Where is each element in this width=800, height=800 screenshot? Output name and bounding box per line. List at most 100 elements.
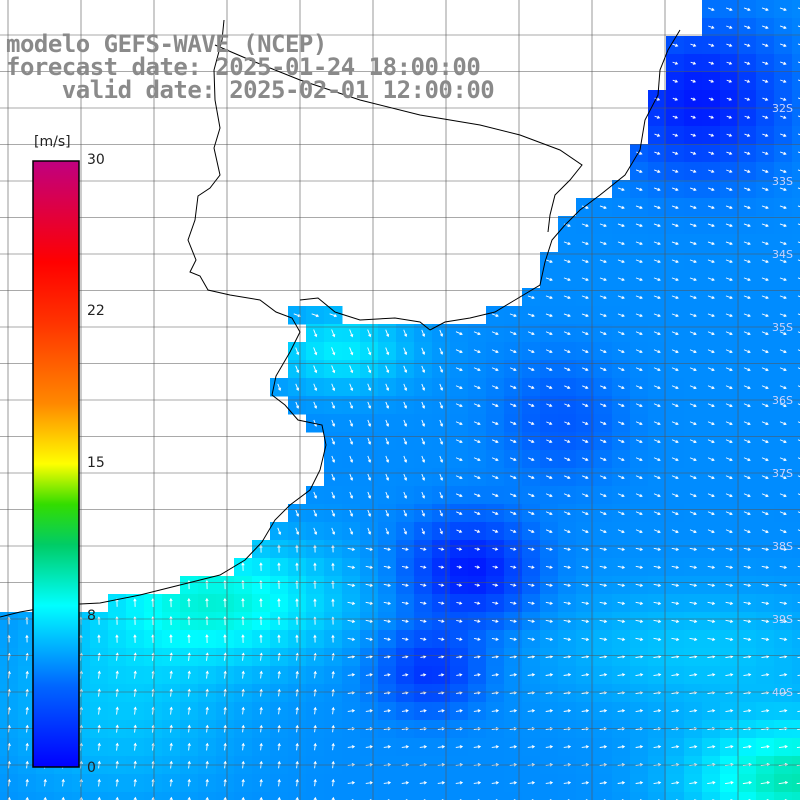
wind-arrow-head xyxy=(459,403,463,408)
wind-arrow xyxy=(581,583,589,587)
wind-arrow xyxy=(456,619,462,623)
wind-arrow xyxy=(653,529,661,533)
wind-arrow xyxy=(617,619,625,623)
wind-arrow-head xyxy=(459,601,463,605)
wind-arrow xyxy=(761,25,769,29)
wind-arrow-head xyxy=(477,511,481,515)
wind-arrow-head xyxy=(205,652,209,656)
wind-arrow xyxy=(224,653,226,661)
wind-arrow xyxy=(797,133,800,136)
wind-arrow-head xyxy=(259,634,263,638)
wind-arrow-head xyxy=(459,493,463,498)
wind-arrow xyxy=(635,367,643,371)
wind-arrow-head xyxy=(404,333,408,338)
wind-arrow-head xyxy=(495,457,499,462)
wind-arrow-head xyxy=(622,655,626,659)
wind-arrow-head xyxy=(79,652,83,656)
wind-arrow xyxy=(779,43,787,47)
wind-arrow xyxy=(761,385,769,389)
wind-arrow-head xyxy=(314,369,318,374)
wind-arrow xyxy=(492,511,498,515)
wind-arrow xyxy=(617,205,625,209)
wind-arrow-head xyxy=(640,655,644,659)
wind-arrow xyxy=(473,439,481,443)
wind-arrow-head xyxy=(783,79,787,83)
coastline xyxy=(0,19,681,618)
wind-arrow xyxy=(780,97,786,101)
wind-arrow-head xyxy=(729,619,734,623)
wind-arrow xyxy=(26,707,28,715)
wind-arrow xyxy=(779,7,787,11)
wind-arrow xyxy=(725,439,733,443)
wind-arrow-head xyxy=(711,457,715,462)
wind-arrow-head xyxy=(367,423,372,427)
wind-arrow-head xyxy=(747,331,751,336)
ocean-cell xyxy=(594,792,613,800)
wind-arrow-head xyxy=(259,706,263,711)
wind-arrow-head xyxy=(621,511,625,516)
wind-arrow xyxy=(744,133,750,137)
wind-arrow xyxy=(277,383,281,391)
colorbar-unit: [m/s] xyxy=(34,134,71,150)
wind-arrow-head xyxy=(477,367,481,372)
wind-arrow xyxy=(743,349,751,353)
wind-arrow xyxy=(671,547,679,551)
wind-arrow-head xyxy=(241,652,245,656)
wind-arrow-head xyxy=(567,457,571,461)
wind-arrow-head xyxy=(79,706,83,710)
wind-arrow xyxy=(170,707,172,715)
wind-arrow-head xyxy=(423,673,427,677)
wind-arrow xyxy=(617,385,625,389)
wind-arrow xyxy=(295,365,299,373)
wind-arrow xyxy=(474,511,480,515)
wind-arrow-head xyxy=(350,333,354,338)
wind-arrow-head xyxy=(621,637,626,641)
wind-arrow-head xyxy=(658,637,662,641)
wind-arrow-head xyxy=(567,637,572,641)
wind-arrow-head xyxy=(783,25,787,29)
wind-arrow xyxy=(474,619,480,623)
wind-arrow-head xyxy=(295,796,299,800)
wind-arrow-head xyxy=(477,457,481,462)
wind-arrow xyxy=(385,509,389,517)
wind-arrow-head xyxy=(459,655,463,659)
wind-arrow-head xyxy=(603,241,607,246)
wind-arrow-head xyxy=(639,601,644,605)
wind-arrow xyxy=(401,601,409,605)
wind-arrow-head xyxy=(241,706,245,711)
wind-arrow xyxy=(260,779,262,787)
wind-arrow-head xyxy=(259,724,263,729)
wind-arrow xyxy=(761,710,769,712)
wind-arrow-head xyxy=(423,565,427,569)
wind-arrow xyxy=(402,637,408,641)
wind-arrow xyxy=(347,547,355,551)
wind-arrow-head xyxy=(351,781,356,785)
wind-arrow xyxy=(116,797,118,800)
wind-arrow-head xyxy=(603,673,608,677)
wind-arrow-head xyxy=(729,7,733,11)
wind-arrow xyxy=(725,565,733,569)
wind-arrow-head xyxy=(549,547,553,551)
wind-arrow-head xyxy=(747,511,751,516)
wind-arrow-head xyxy=(385,423,390,427)
wind-arrow xyxy=(671,349,679,353)
wind-arrow-head xyxy=(783,97,787,101)
wind-arrow xyxy=(743,511,751,515)
wind-arrow-head xyxy=(567,655,572,659)
wind-arrow-head xyxy=(495,367,499,372)
wind-arrow xyxy=(456,674,462,676)
wind-arrow-head xyxy=(747,61,751,65)
wind-arrow-head xyxy=(765,565,770,569)
wind-arrow-head xyxy=(639,439,643,444)
wind-arrow xyxy=(635,746,643,748)
wind-arrow xyxy=(563,529,571,533)
wind-arrow xyxy=(653,746,661,748)
wind-arrow xyxy=(367,437,371,445)
wind-arrow xyxy=(278,779,280,787)
wind-arrow-head xyxy=(621,763,626,767)
wind-arrow xyxy=(707,637,715,641)
wind-arrow xyxy=(510,566,516,568)
wind-arrow xyxy=(797,367,800,370)
wind-arrow xyxy=(420,619,426,623)
wind-arrow xyxy=(509,619,517,623)
